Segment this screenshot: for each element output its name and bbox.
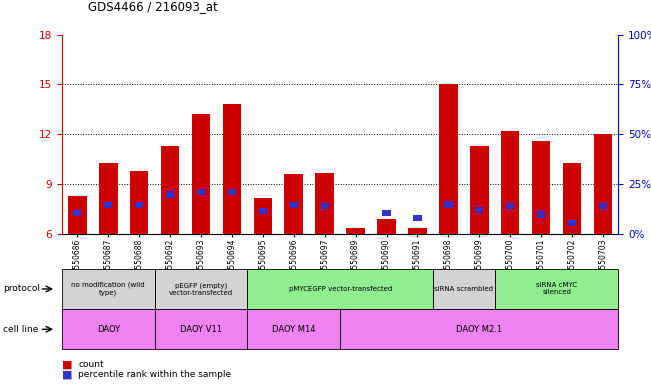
- Bar: [290, 202, 298, 209]
- Bar: [258, 208, 267, 214]
- Text: DAOY M2.1: DAOY M2.1: [456, 325, 503, 334]
- Bar: [599, 203, 607, 209]
- Bar: [284, 174, 303, 234]
- Text: pMYCEGFP vector-transfected: pMYCEGFP vector-transfected: [288, 286, 392, 292]
- Bar: [135, 202, 143, 209]
- Bar: [166, 191, 174, 198]
- Bar: [506, 203, 514, 209]
- Bar: [475, 207, 484, 214]
- Bar: [408, 228, 426, 234]
- Bar: [161, 146, 179, 234]
- Text: DAOY M14: DAOY M14: [272, 325, 316, 334]
- Text: DAOY: DAOY: [96, 325, 120, 334]
- Bar: [594, 134, 612, 234]
- Bar: [501, 131, 519, 234]
- Bar: [197, 189, 205, 195]
- Text: cell line: cell line: [3, 325, 38, 334]
- Bar: [223, 104, 241, 234]
- Bar: [413, 215, 422, 221]
- Bar: [191, 114, 210, 234]
- Bar: [562, 163, 581, 234]
- Bar: [377, 219, 396, 234]
- Text: ■: ■: [62, 360, 72, 370]
- Bar: [104, 202, 113, 209]
- Text: count: count: [78, 360, 104, 369]
- Bar: [470, 146, 488, 234]
- Text: siRNA cMYC
silenced: siRNA cMYC silenced: [536, 283, 577, 295]
- Text: ■: ■: [62, 369, 72, 379]
- Text: no modification (wild
type): no modification (wild type): [72, 282, 145, 296]
- Bar: [537, 211, 546, 218]
- Bar: [73, 210, 81, 216]
- Bar: [532, 141, 550, 234]
- Bar: [315, 173, 334, 234]
- Bar: [68, 196, 87, 234]
- Bar: [99, 163, 117, 234]
- Text: GDS4466 / 216093_at: GDS4466 / 216093_at: [88, 0, 217, 13]
- Text: DAOY V11: DAOY V11: [180, 325, 222, 334]
- Bar: [253, 198, 272, 234]
- Text: siRNA scrambled: siRNA scrambled: [434, 286, 493, 292]
- Bar: [444, 201, 452, 208]
- Bar: [382, 210, 391, 216]
- Text: pEGFP (empty)
vector-transfected: pEGFP (empty) vector-transfected: [169, 282, 233, 296]
- Bar: [346, 228, 365, 234]
- Bar: [439, 84, 458, 234]
- Text: protocol: protocol: [3, 285, 40, 293]
- Bar: [228, 189, 236, 195]
- Bar: [320, 203, 329, 209]
- Bar: [130, 171, 148, 234]
- Bar: [568, 220, 576, 226]
- Text: percentile rank within the sample: percentile rank within the sample: [78, 370, 231, 379]
